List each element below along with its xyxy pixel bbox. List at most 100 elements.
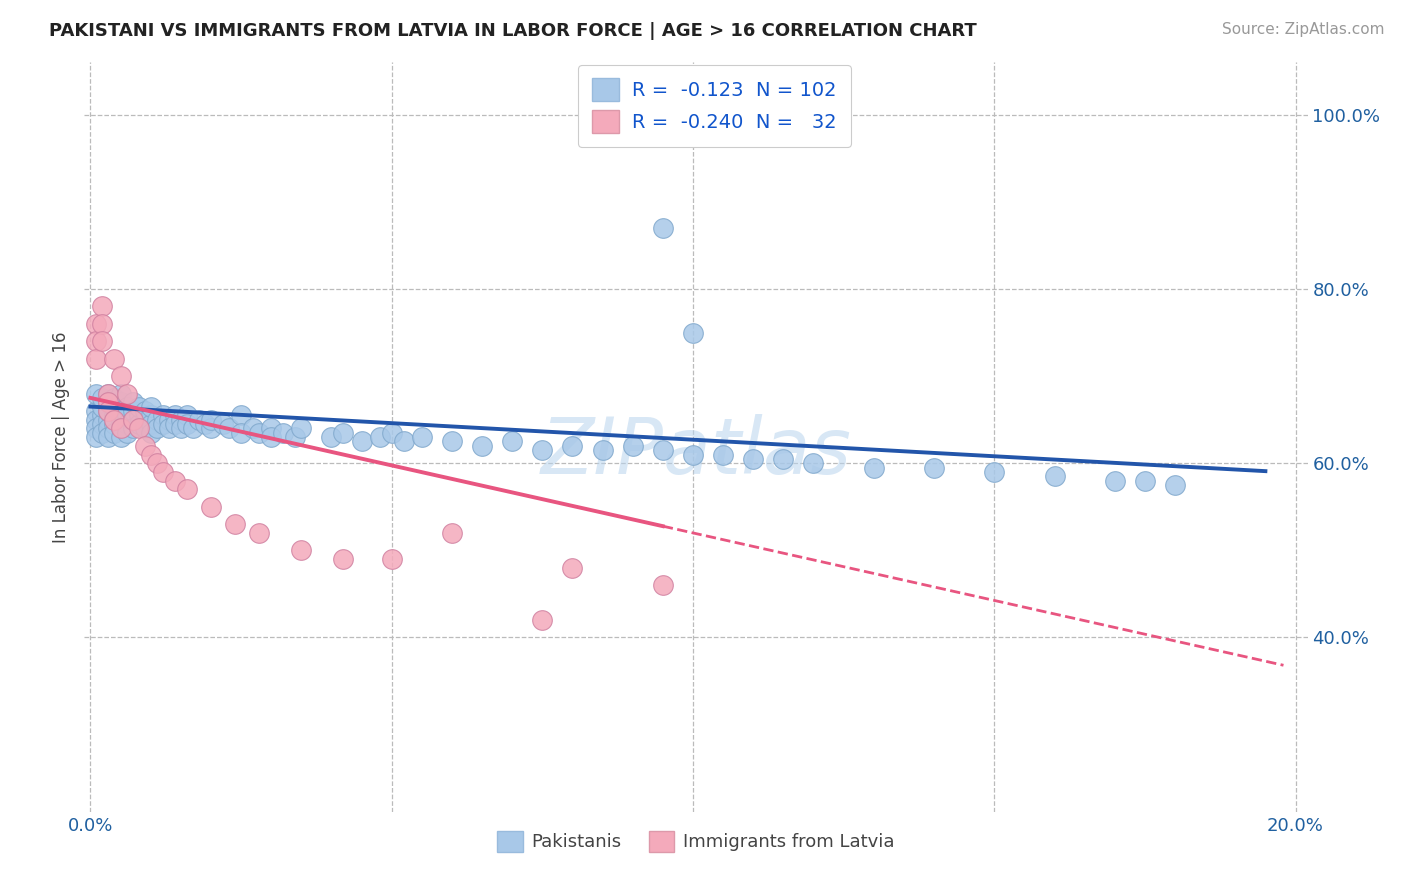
Point xyxy=(103,400,125,414)
Point xyxy=(501,434,523,449)
Text: ZIPatlas: ZIPatlas xyxy=(540,414,852,490)
Point xyxy=(86,386,108,401)
Point xyxy=(103,412,125,426)
Point xyxy=(176,483,198,497)
Point xyxy=(983,465,1005,479)
Point xyxy=(86,412,108,426)
Point xyxy=(134,439,156,453)
Point xyxy=(110,369,132,384)
Point xyxy=(97,386,120,401)
Point xyxy=(181,421,204,435)
Text: PAKISTANI VS IMMIGRANTS FROM LATVIA IN LABOR FORCE | AGE > 16 CORRELATION CHART: PAKISTANI VS IMMIGRANTS FROM LATVIA IN L… xyxy=(49,22,977,40)
Point xyxy=(368,430,391,444)
Point xyxy=(711,448,734,462)
Point xyxy=(170,412,193,426)
Point xyxy=(471,439,494,453)
Point xyxy=(134,421,156,435)
Point xyxy=(194,417,217,431)
Point xyxy=(91,409,114,423)
Point xyxy=(86,404,108,418)
Point xyxy=(110,412,132,426)
Point xyxy=(128,409,150,423)
Point xyxy=(139,448,162,462)
Point xyxy=(621,439,644,453)
Point xyxy=(134,404,156,418)
Point xyxy=(531,613,554,627)
Point xyxy=(97,404,120,418)
Point xyxy=(440,434,463,449)
Point xyxy=(97,430,120,444)
Point xyxy=(381,425,404,440)
Point xyxy=(91,400,114,414)
Point xyxy=(381,552,404,566)
Point xyxy=(110,430,132,444)
Point xyxy=(121,412,143,426)
Point xyxy=(212,417,235,431)
Point xyxy=(152,409,174,423)
Point xyxy=(97,404,120,418)
Point xyxy=(200,421,222,435)
Point xyxy=(1164,478,1187,492)
Point xyxy=(592,443,614,458)
Point xyxy=(260,430,283,444)
Point xyxy=(86,421,108,435)
Point xyxy=(97,412,120,426)
Point xyxy=(229,425,252,440)
Point xyxy=(91,425,114,440)
Point xyxy=(651,443,673,458)
Point xyxy=(187,412,209,426)
Legend: Pakistanis, Immigrants from Latvia: Pakistanis, Immigrants from Latvia xyxy=(491,823,901,859)
Point xyxy=(1133,474,1156,488)
Point xyxy=(176,409,198,423)
Point xyxy=(91,417,114,431)
Point xyxy=(176,417,198,431)
Point xyxy=(350,434,373,449)
Point xyxy=(97,386,120,401)
Point xyxy=(91,299,114,313)
Point xyxy=(1043,469,1066,483)
Point xyxy=(86,351,108,366)
Point xyxy=(284,430,307,444)
Point xyxy=(163,417,186,431)
Point xyxy=(86,334,108,349)
Point xyxy=(772,451,794,466)
Point xyxy=(152,465,174,479)
Point xyxy=(862,460,884,475)
Point xyxy=(157,412,180,426)
Point xyxy=(200,412,222,426)
Y-axis label: In Labor Force | Age > 16: In Labor Force | Age > 16 xyxy=(52,331,70,543)
Point xyxy=(651,578,673,592)
Point xyxy=(91,391,114,405)
Point xyxy=(103,391,125,405)
Point xyxy=(224,517,246,532)
Point xyxy=(134,412,156,426)
Point xyxy=(145,412,167,426)
Point xyxy=(271,425,294,440)
Point xyxy=(247,525,270,540)
Point xyxy=(152,417,174,431)
Point xyxy=(121,404,143,418)
Point xyxy=(139,425,162,440)
Point xyxy=(145,456,167,470)
Point xyxy=(742,451,765,466)
Point xyxy=(115,386,138,401)
Point xyxy=(290,543,312,558)
Point xyxy=(440,525,463,540)
Point xyxy=(110,421,132,435)
Point xyxy=(121,412,143,426)
Point xyxy=(139,400,162,414)
Point xyxy=(682,326,704,340)
Point xyxy=(531,443,554,458)
Point xyxy=(1104,474,1126,488)
Point xyxy=(411,430,433,444)
Point xyxy=(247,425,270,440)
Point xyxy=(321,430,343,444)
Point xyxy=(115,417,138,431)
Point xyxy=(103,425,125,440)
Point xyxy=(97,395,120,409)
Point xyxy=(561,439,583,453)
Point xyxy=(218,421,240,435)
Point xyxy=(115,425,138,440)
Point xyxy=(86,430,108,444)
Point xyxy=(170,421,193,435)
